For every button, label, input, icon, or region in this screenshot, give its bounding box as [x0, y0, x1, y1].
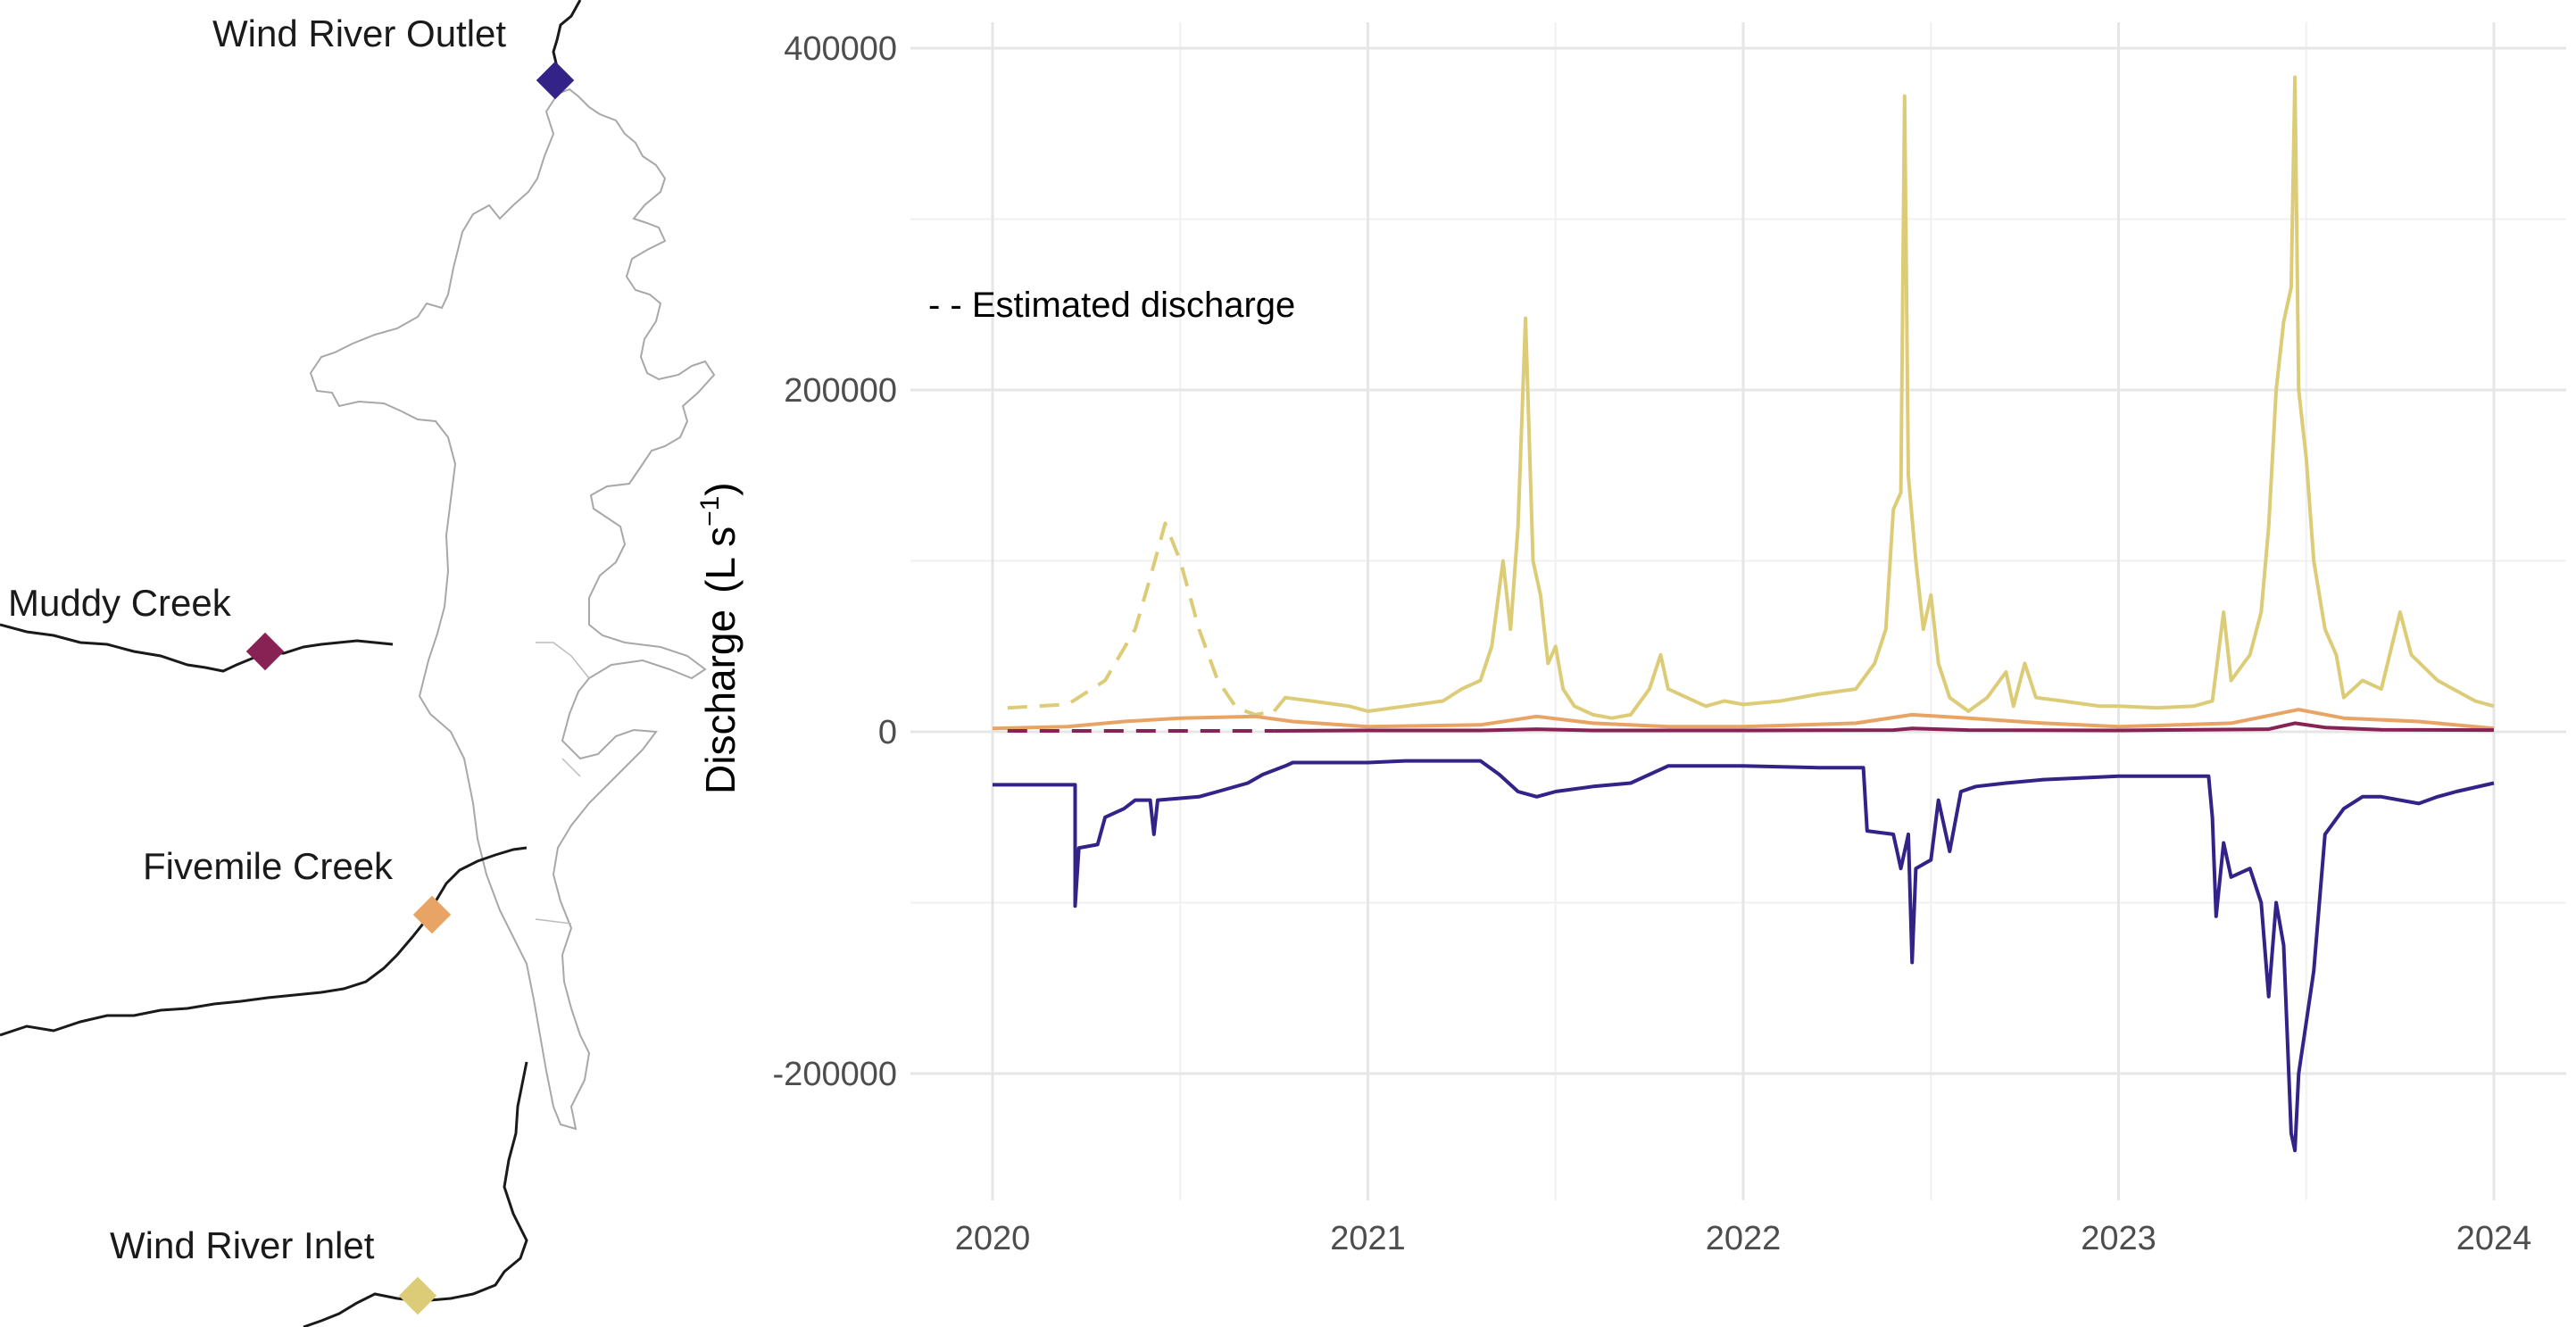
series-line-2 [992, 708, 2495, 731]
estimated-discharge-annotation: - - Estimated discharge [928, 286, 1295, 325]
x-tick-label: 2022 [1706, 1220, 1782, 1257]
fivemile-creek-stream [0, 846, 528, 1037]
series-line-0 [1272, 75, 2495, 720]
muddy-creek-diamond-icon [245, 632, 285, 671]
site-label-fivemile-creek: Fivemile Creek [143, 845, 394, 887]
x-tick-label: 2020 [955, 1220, 1031, 1257]
x-axis-ticks: 2020 2021 2022 2023 2024 [955, 1220, 2532, 1257]
y-axis-label: Discharge(L s−1) [695, 482, 744, 794]
chart-series [992, 75, 2495, 1153]
y-axis-ticks: 400000 200000 0 -200000 [773, 30, 897, 1093]
wind-river-inlet-diamond-icon [398, 1276, 437, 1315]
y-tick-label: 0 [878, 714, 897, 751]
x-tick-label: 2024 [2456, 1220, 2532, 1257]
y-tick-label: -200000 [773, 1056, 897, 1093]
wind-river-inlet-stream [303, 1061, 528, 1327]
site-label-muddy-creek: Muddy Creek [8, 582, 232, 624]
reservoir-inner-shore [535, 642, 590, 925]
series-line-1 [1007, 521, 1275, 717]
chart-grid [910, 22, 2566, 1200]
site-label-wind-river-inlet: Wind River Inlet [110, 1224, 375, 1266]
y-tick-label: 200000 [784, 372, 897, 410]
y-tick-label: 400000 [784, 30, 897, 68]
series-line-3 [1274, 721, 2495, 733]
x-tick-label: 2023 [2081, 1220, 2156, 1257]
reservoir-outline [309, 87, 716, 1131]
series-line-5 [993, 759, 2495, 1153]
site-label-wind-river-outlet: Wind River Outlet [212, 12, 506, 54]
wind-river-outlet-diamond-icon [536, 61, 575, 100]
reservoir-map: Wind River Outlet Muddy Creek Fivemile C… [0, 0, 716, 1327]
muddy-creek-stream [0, 623, 394, 673]
x-tick-label: 2021 [1330, 1220, 1406, 1257]
